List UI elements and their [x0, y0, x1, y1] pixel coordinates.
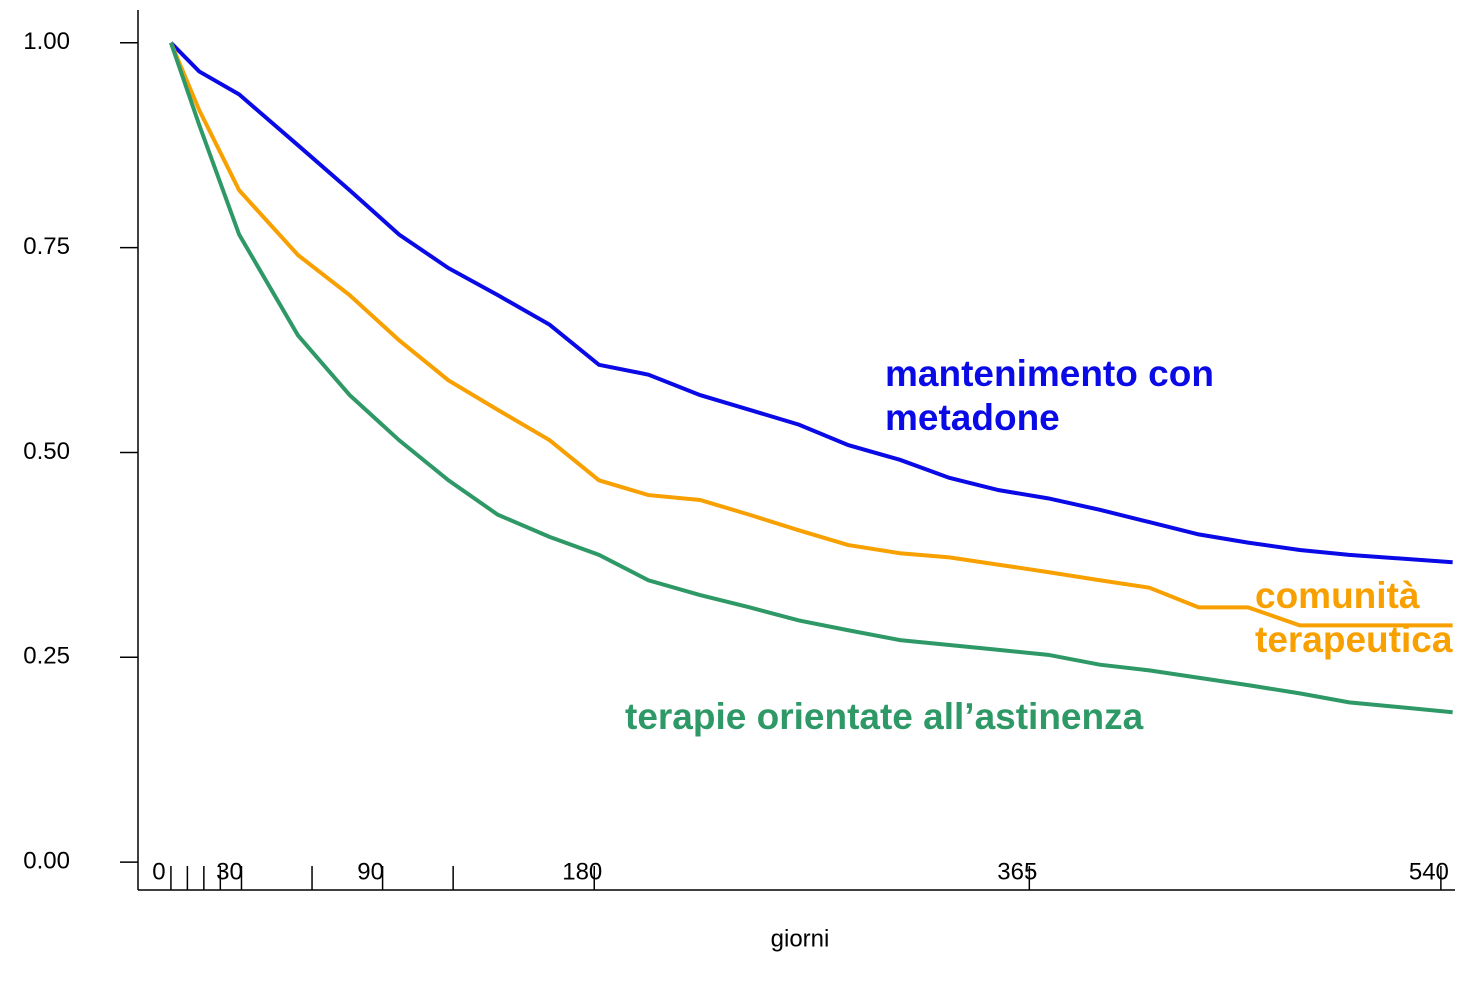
- series-label: mantenimento con metadone: [885, 353, 1214, 438]
- x-tick-label: 365: [997, 858, 1037, 885]
- x-tick-label: 540: [1409, 858, 1449, 885]
- y-tick-label: 0.00: [23, 847, 70, 874]
- y-tick-label: 0.50: [23, 438, 70, 465]
- y-tick-label: 0.75: [23, 233, 70, 260]
- x-tick-label: 0: [152, 858, 165, 885]
- x-axis-label: giorni: [771, 925, 830, 952]
- series-label: terapie orientate all’astinenza: [625, 696, 1144, 737]
- x-tick-label: 180: [562, 858, 602, 885]
- survival-curve: [169, 42, 1453, 715]
- x-tick-label: 90: [357, 858, 384, 885]
- survival-curve: [169, 42, 1453, 628]
- series-label: comunità terapeutica: [1255, 575, 1453, 660]
- survival-curve: [169, 41, 1453, 565]
- y-tick-label: 0.25: [23, 643, 70, 670]
- y-tick-label: 1.00: [23, 28, 70, 55]
